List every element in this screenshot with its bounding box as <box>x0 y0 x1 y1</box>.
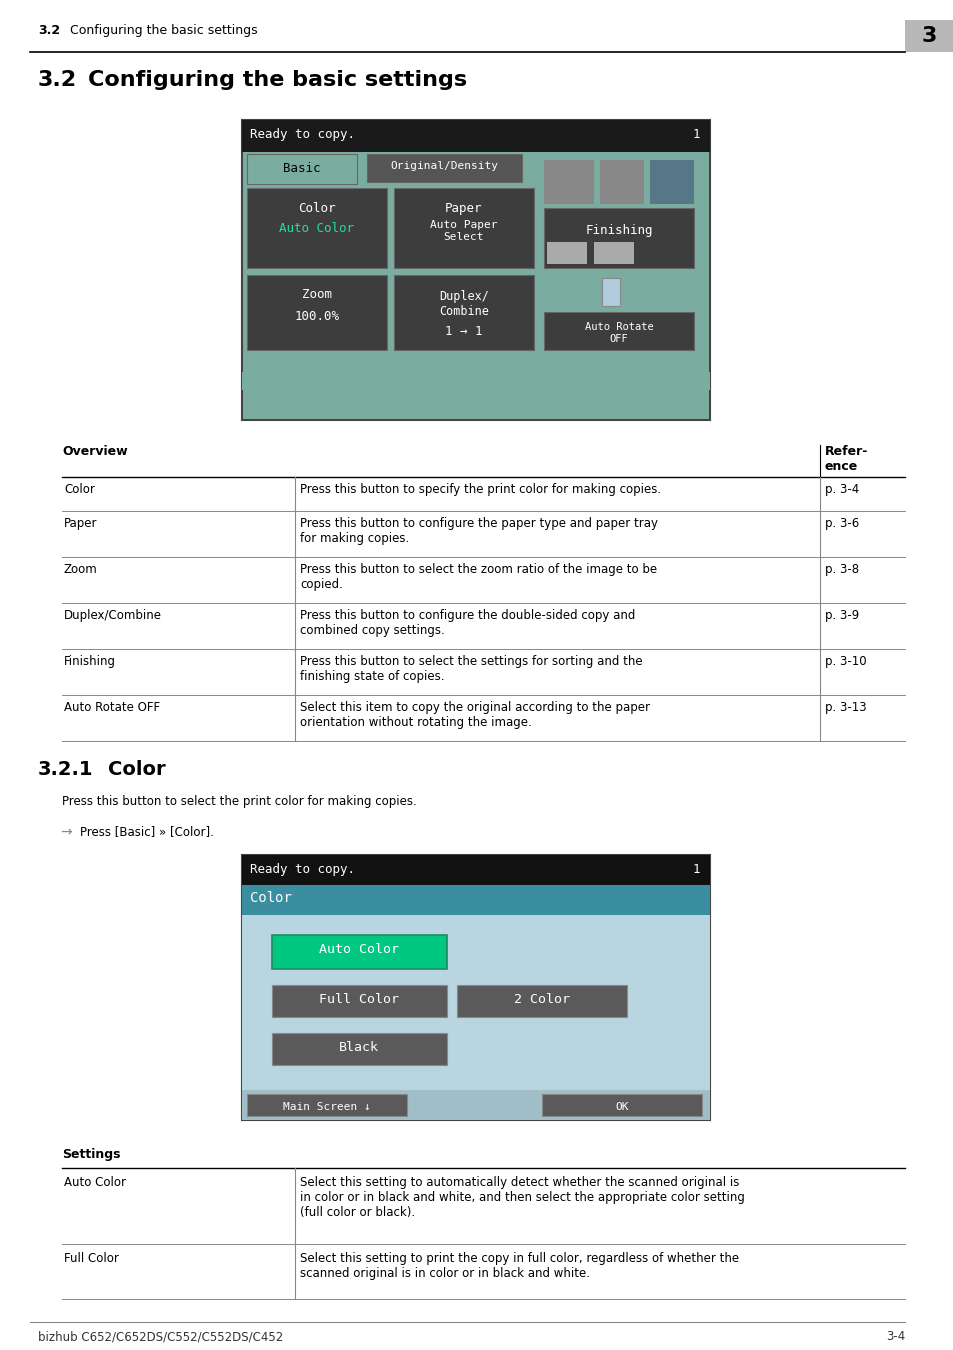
Text: p. 3-13: p. 3-13 <box>824 701 865 714</box>
Text: Press [Basic] » [Color].: Press [Basic] » [Color]. <box>80 825 213 838</box>
Text: Basic: Basic <box>283 162 320 176</box>
Text: Paper: Paper <box>445 202 482 215</box>
Text: Select this setting to automatically detect whether the scanned original is
in c: Select this setting to automatically det… <box>299 1176 744 1219</box>
Text: Auto Rotate OFF: Auto Rotate OFF <box>64 701 160 714</box>
Text: 1: 1 <box>692 128 700 140</box>
Bar <box>242 855 709 1120</box>
Text: Overview: Overview <box>62 446 128 458</box>
Bar <box>541 158 701 208</box>
Bar <box>546 242 586 265</box>
Text: Press this button to configure the paper type and paper tray
for making copies.: Press this button to configure the paper… <box>299 517 658 545</box>
Bar <box>394 188 534 269</box>
Text: Refer-
ence: Refer- ence <box>824 446 867 472</box>
Text: Ready to copy.: Ready to copy. <box>250 128 355 140</box>
Text: 3.2: 3.2 <box>38 70 77 90</box>
Bar <box>541 1094 701 1116</box>
Bar <box>599 161 643 204</box>
Text: Auto Color: Auto Color <box>318 944 398 956</box>
Bar <box>247 1094 407 1116</box>
Text: Select this item to copy the original according to the paper
orientation without: Select this item to copy the original ac… <box>299 701 649 729</box>
Text: Full Color: Full Color <box>318 994 398 1006</box>
Text: 2 Color: 2 Color <box>514 994 569 1006</box>
Text: 3.2.1: 3.2.1 <box>38 760 93 779</box>
Text: Duplex/
Combine: Duplex/ Combine <box>438 290 489 319</box>
Bar <box>594 242 634 265</box>
Bar <box>242 915 709 1089</box>
Text: 1 → 1: 1 → 1 <box>445 325 482 338</box>
Text: p. 3-9: p. 3-9 <box>824 609 859 622</box>
Text: 3: 3 <box>921 26 936 46</box>
Text: Auto Color: Auto Color <box>279 221 355 235</box>
Text: Main Screen ↓: Main Screen ↓ <box>283 1102 371 1112</box>
Bar <box>272 1033 447 1065</box>
Text: Settings: Settings <box>62 1148 120 1161</box>
Bar <box>272 986 447 1017</box>
Bar <box>541 271 701 350</box>
Text: Press this button to select the zoom ratio of the image to be
copied.: Press this button to select the zoom rat… <box>299 563 657 591</box>
Text: Select this setting to print the copy in full color, regardless of whether the
s: Select this setting to print the copy in… <box>299 1251 739 1280</box>
Text: Press this button to specify the print color for making copies.: Press this button to specify the print c… <box>299 483 660 495</box>
Text: Color: Color <box>250 891 292 904</box>
Text: Color: Color <box>298 202 335 215</box>
Bar <box>272 936 447 969</box>
Text: Auto Rotate
OFF: Auto Rotate OFF <box>584 323 653 344</box>
Text: Configuring the basic settings: Configuring the basic settings <box>88 70 467 90</box>
Text: p. 3-10: p. 3-10 <box>824 655 865 668</box>
Text: Black: Black <box>338 1041 378 1054</box>
Bar <box>242 886 709 915</box>
Text: p. 3-8: p. 3-8 <box>824 563 859 576</box>
Bar <box>543 312 693 350</box>
Text: p. 3-4: p. 3-4 <box>824 483 859 495</box>
Text: Color: Color <box>108 760 166 779</box>
Text: p. 3-6: p. 3-6 <box>824 517 859 531</box>
Text: Press this button to select the print color for making copies.: Press this button to select the print co… <box>62 795 416 809</box>
Text: 3-4: 3-4 <box>884 1330 904 1343</box>
Bar <box>649 161 693 204</box>
Text: →: → <box>60 825 71 838</box>
Bar <box>242 373 709 390</box>
Bar <box>543 208 693 269</box>
Bar <box>367 154 521 182</box>
Bar <box>242 855 709 886</box>
Text: Original/Density: Original/Density <box>390 161 497 171</box>
Bar <box>394 275 534 350</box>
Bar <box>456 986 626 1017</box>
Text: Auto Paper
Select: Auto Paper Select <box>430 220 497 242</box>
Text: 3.2: 3.2 <box>38 24 60 36</box>
Text: Color: Color <box>64 483 94 495</box>
Text: Duplex/Combine: Duplex/Combine <box>64 609 162 622</box>
Text: 100.0%: 100.0% <box>294 310 339 323</box>
Bar <box>242 120 709 153</box>
Bar <box>242 1089 709 1120</box>
Text: 1: 1 <box>692 863 700 876</box>
Text: Full Color: Full Color <box>64 1251 119 1265</box>
Text: Finishing: Finishing <box>64 655 116 668</box>
Text: Configuring the basic settings: Configuring the basic settings <box>70 24 257 36</box>
Text: Zoom: Zoom <box>64 563 97 576</box>
Text: Auto Color: Auto Color <box>64 1176 126 1189</box>
Bar <box>601 278 619 306</box>
Bar <box>242 120 709 420</box>
Bar <box>543 161 594 204</box>
Text: Press this button to configure the double-sided copy and
combined copy settings.: Press this button to configure the doubl… <box>299 609 635 637</box>
Text: OK: OK <box>615 1102 628 1112</box>
Text: Finishing: Finishing <box>584 224 652 238</box>
Text: bizhub C652/C652DS/C552/C552DS/C452: bizhub C652/C652DS/C552/C552DS/C452 <box>38 1330 283 1343</box>
Bar <box>247 275 387 350</box>
Text: Zoom: Zoom <box>302 288 332 301</box>
Bar <box>247 188 387 269</box>
Bar <box>904 20 953 53</box>
Text: Paper: Paper <box>64 517 97 531</box>
Bar <box>247 154 356 184</box>
Text: Ready to copy.: Ready to copy. <box>250 863 355 876</box>
Text: Press this button to select the settings for sorting and the
finishing state of : Press this button to select the settings… <box>299 655 642 683</box>
